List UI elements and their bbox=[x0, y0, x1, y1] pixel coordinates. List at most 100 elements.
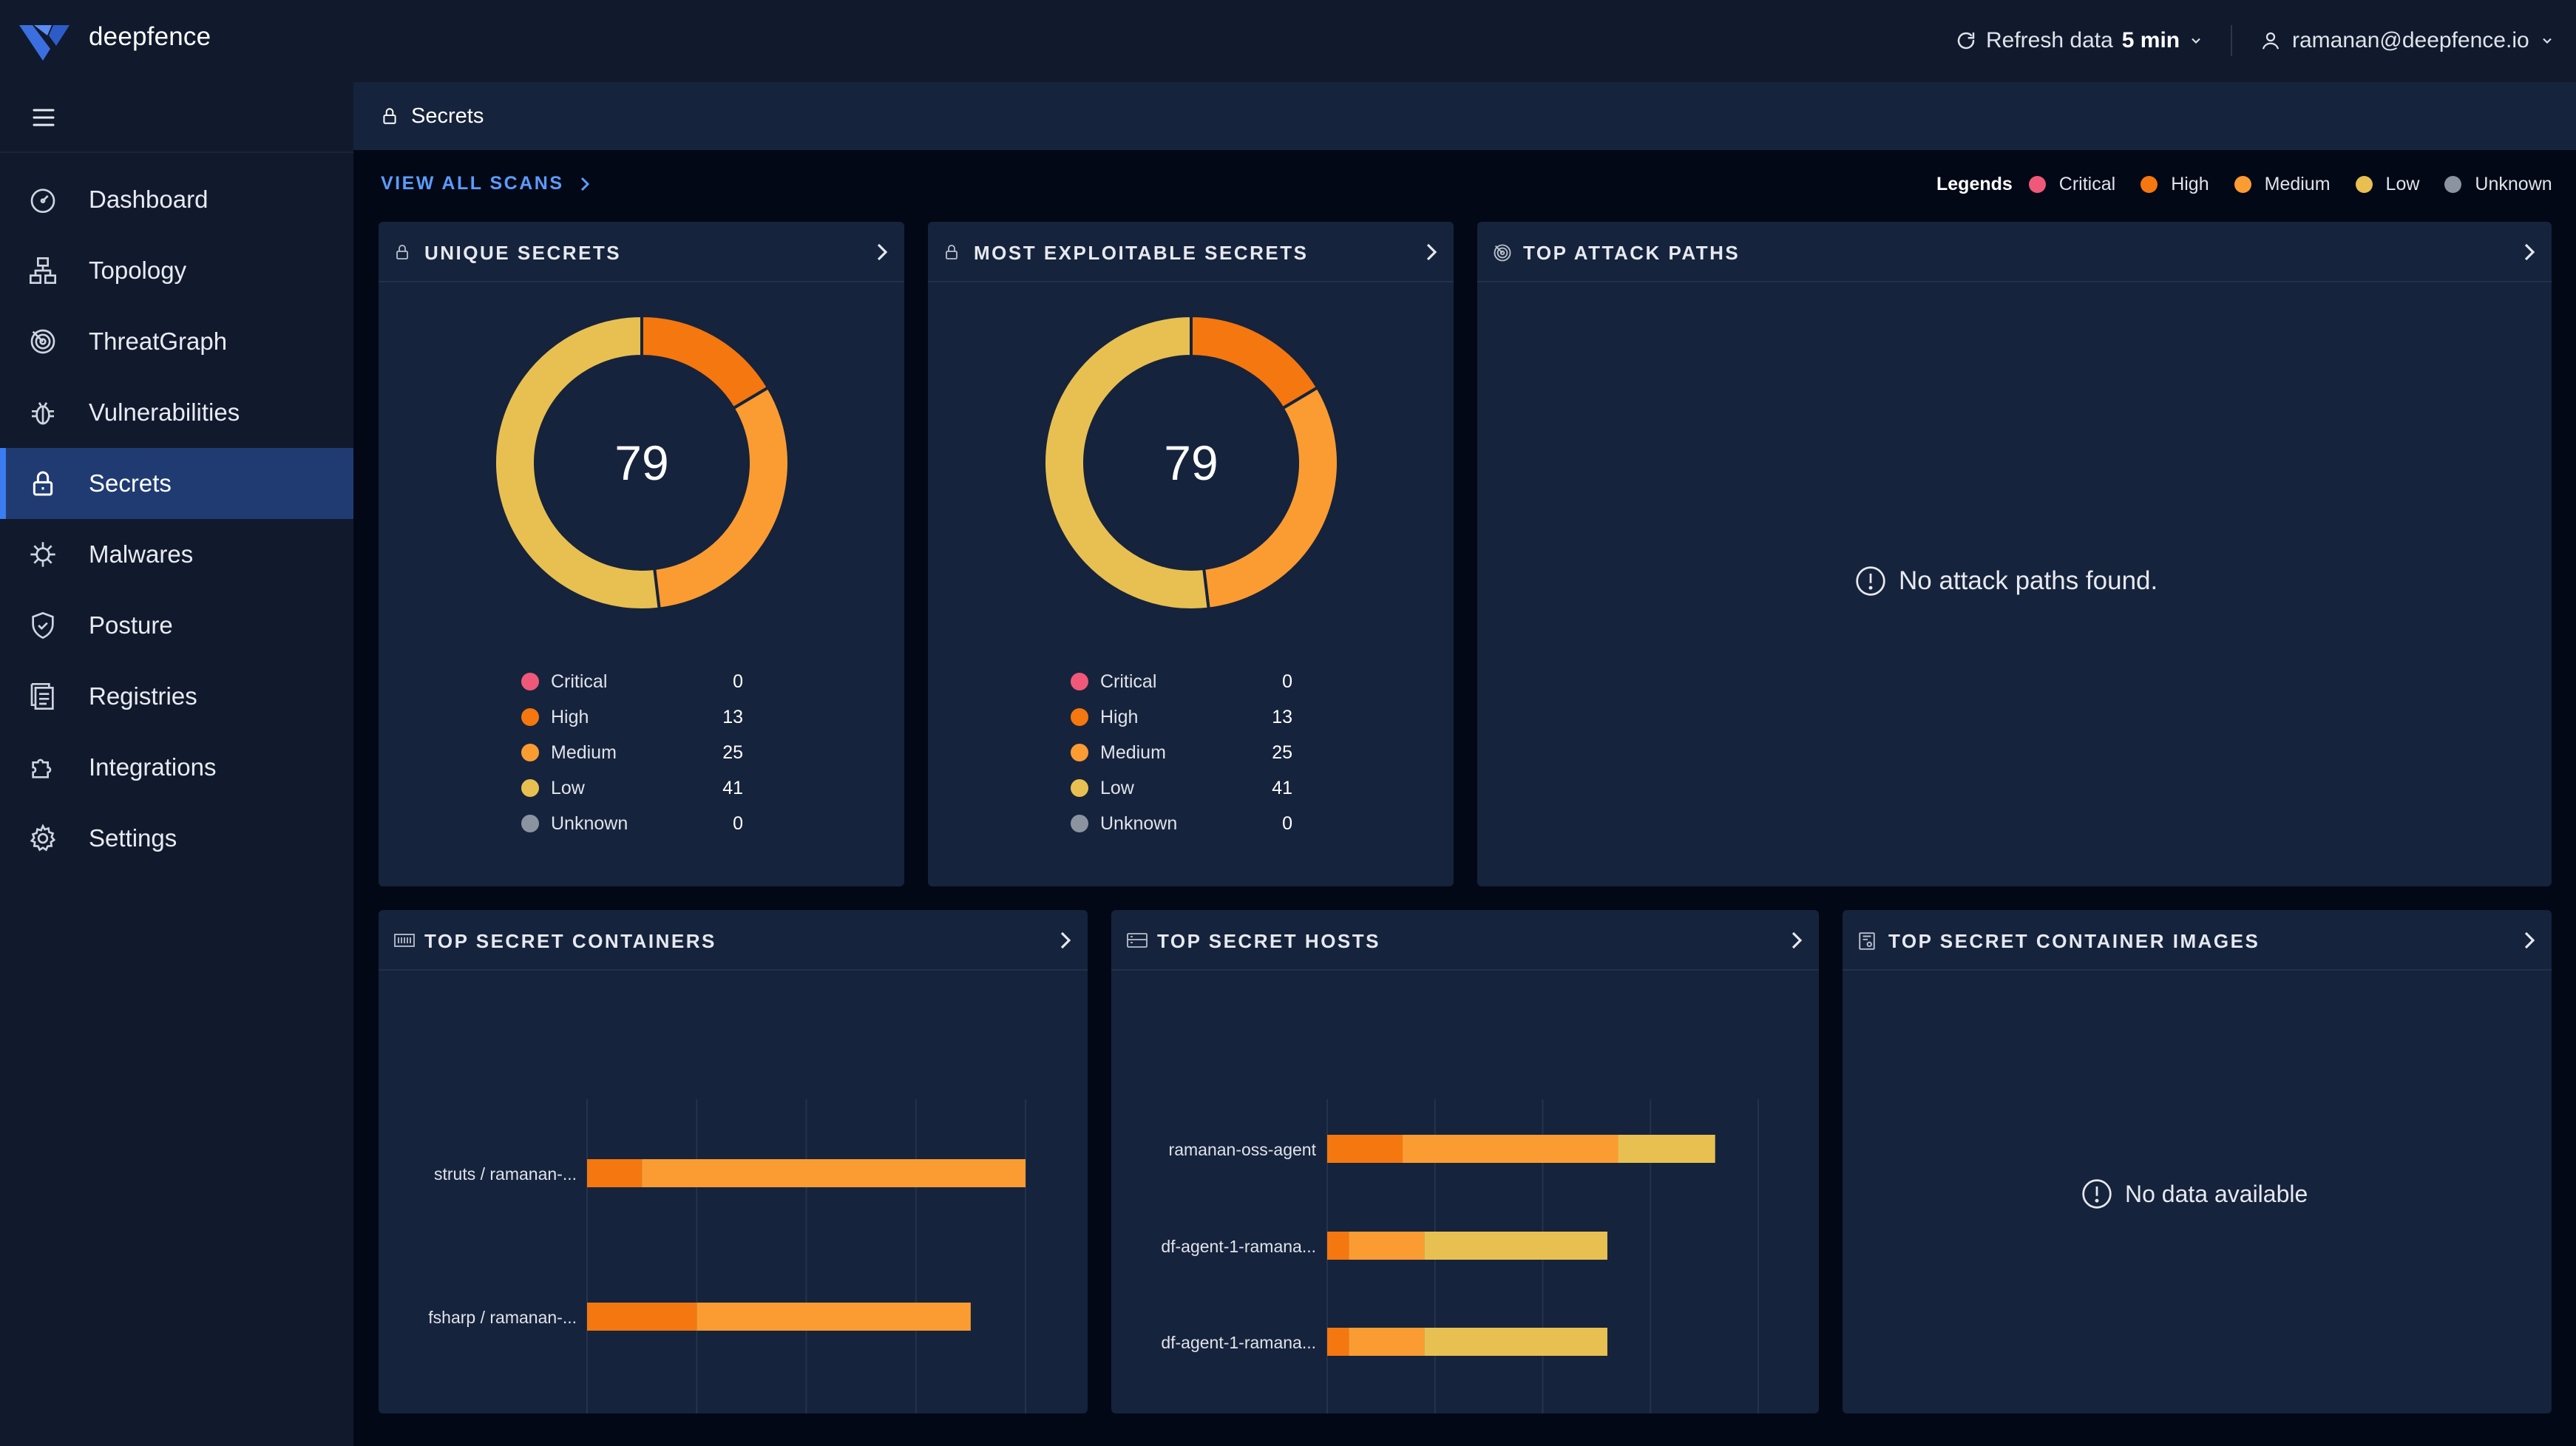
card-header[interactable]: TOP SECRET CONTAINER IMAGES bbox=[1843, 910, 2552, 971]
low-dot-icon bbox=[1071, 779, 1088, 797]
legend-row-low[interactable]: Low 41 bbox=[521, 770, 743, 806]
severity-name: Critical bbox=[1100, 671, 1157, 692]
bar-segment-medium[interactable] bbox=[1349, 1328, 1425, 1356]
user-menu[interactable]: ramanan@deepfence.io bbox=[2260, 22, 2555, 59]
bar-segment-high[interactable] bbox=[587, 1159, 643, 1187]
legend-label: Unknown bbox=[2475, 174, 2552, 194]
y-category-label: df-agent-1-ramana... bbox=[1161, 1333, 1316, 1352]
severity-name: High bbox=[551, 706, 589, 727]
sidebar-item-registries[interactable]: Registries bbox=[0, 661, 353, 732]
high-dot-icon bbox=[521, 708, 539, 726]
sidebar-item-secrets[interactable]: Secrets bbox=[0, 448, 353, 519]
chevron-right-icon[interactable] bbox=[2522, 929, 2537, 951]
bug-icon bbox=[32, 401, 54, 425]
chevron-down-icon bbox=[2542, 38, 2552, 44]
donut-slice-medium[interactable] bbox=[1201, 385, 1339, 611]
sidebar: Dashboard Topology ThreatGraph Vulnerabi… bbox=[0, 82, 353, 1446]
sidebar-item-topology[interactable]: Topology bbox=[0, 235, 353, 306]
sidebar-item-label: Vulnerabilities bbox=[89, 398, 240, 426]
legend-row-critical[interactable]: Critical 0 bbox=[1071, 664, 1292, 699]
y-category-label: ramanan-oss-agent bbox=[1169, 1140, 1317, 1159]
refresh-data-button[interactable]: Refresh data 5 min bbox=[1955, 22, 2203, 59]
donut-slice-low[interactable] bbox=[1043, 315, 1210, 611]
chevron-right-icon[interactable] bbox=[1424, 241, 1439, 263]
sidebar-item-integrations[interactable]: Integrations bbox=[0, 732, 353, 803]
donut-slice-medium[interactable] bbox=[652, 385, 790, 611]
sidebar-item-label: Posture bbox=[89, 611, 173, 639]
threatgraph-icon bbox=[1494, 244, 1511, 262]
bar-segment-medium[interactable] bbox=[696, 1303, 971, 1331]
bar-segment-high[interactable] bbox=[1327, 1232, 1349, 1260]
bar-segment-low[interactable] bbox=[1618, 1135, 1715, 1163]
card-header[interactable]: TOP ATTACK PATHS bbox=[1477, 222, 2552, 282]
threatgraph-icon bbox=[30, 329, 55, 354]
sidebar-item-malwares[interactable]: Malwares bbox=[0, 519, 353, 590]
sidebar-item-label: Malwares bbox=[89, 540, 194, 568]
most-exploitable-secrets-card: MOST EXPLOITABLE SECRETS 79 Critical 0 Hi… bbox=[928, 222, 1454, 886]
card-header[interactable]: MOST EXPLOITABLE SECRETS bbox=[928, 222, 1454, 282]
chevron-right-icon[interactable] bbox=[1789, 929, 1804, 951]
bar-segment-low[interactable] bbox=[1424, 1328, 1607, 1356]
legend-row-critical[interactable]: Critical 0 bbox=[521, 664, 743, 699]
severity-name: Low bbox=[551, 777, 585, 798]
severity-name: Critical bbox=[551, 671, 608, 692]
sidebar-item-posture[interactable]: Posture bbox=[0, 590, 353, 661]
card-header[interactable]: TOP SECRET HOSTS bbox=[1111, 910, 1819, 971]
view-all-scans-link[interactable]: VIEW ALL SCANS bbox=[381, 173, 591, 194]
bar-segment-medium[interactable] bbox=[1349, 1232, 1425, 1260]
sidebar-item-dashboard[interactable]: Dashboard bbox=[0, 164, 353, 235]
chevron-down-icon bbox=[2192, 38, 2200, 44]
info-icon bbox=[2082, 1179, 2112, 1209]
severity-name: Low bbox=[1100, 777, 1134, 798]
card-title: TOP SECRET HOSTS bbox=[1157, 930, 1380, 952]
severity-count: 0 bbox=[733, 671, 743, 692]
legend-row-unknown[interactable]: Unknown 0 bbox=[1071, 806, 1292, 841]
legend-row-high[interactable]: High 13 bbox=[521, 699, 743, 735]
legend-row-medium[interactable]: Medium 25 bbox=[1071, 735, 1292, 770]
top-secret-containers-card: TOP SECRET CONTAINERS 02468struts / rama… bbox=[379, 910, 1088, 1413]
malware-icon bbox=[30, 542, 55, 567]
severity-count: 13 bbox=[722, 706, 743, 727]
sidebar-item-settings[interactable]: Settings bbox=[0, 803, 353, 874]
bar-segment-high[interactable] bbox=[1327, 1328, 1349, 1356]
donut-slice-low[interactable] bbox=[494, 315, 661, 611]
bar-segment-high[interactable] bbox=[1327, 1135, 1403, 1163]
severity-donut-chart bbox=[1043, 315, 1339, 611]
refresh-icon bbox=[1957, 32, 1975, 50]
severity-name: Medium bbox=[551, 741, 617, 763]
sidebar-item-label: Settings bbox=[89, 824, 177, 852]
severity-count: 41 bbox=[722, 777, 743, 798]
card-header[interactable]: TOP SECRET CONTAINERS bbox=[379, 910, 1088, 971]
bar-segment-low[interactable] bbox=[1424, 1232, 1607, 1260]
low-dot-icon bbox=[2355, 176, 2373, 193]
severity-name: Unknown bbox=[551, 812, 628, 834]
severity-name: Medium bbox=[1100, 741, 1166, 763]
chevron-right-icon[interactable] bbox=[1058, 929, 1073, 951]
medium-dot-icon bbox=[1071, 744, 1088, 761]
brand-name: deepfence bbox=[89, 22, 211, 51]
bar-segment-high[interactable] bbox=[587, 1303, 697, 1331]
chevron-right-icon[interactable] bbox=[2522, 241, 2537, 263]
sidebar-toggle[interactable] bbox=[0, 82, 353, 153]
gear-icon bbox=[30, 824, 56, 852]
legend-row-medium[interactable]: Medium 25 bbox=[521, 735, 743, 770]
bar-segment-medium[interactable] bbox=[1403, 1135, 1619, 1163]
y-category-label: fsharp / ramanan-... bbox=[428, 1308, 577, 1327]
card-header[interactable]: UNIQUE SECRETS bbox=[379, 222, 904, 282]
legend-row-unknown[interactable]: Unknown 0 bbox=[521, 806, 743, 841]
deepfence-logo-icon[interactable] bbox=[18, 19, 71, 64]
puzzle-icon bbox=[32, 758, 52, 778]
chevron-right-icon[interactable] bbox=[875, 241, 889, 263]
sidebar-item-threatgraph[interactable]: ThreatGraph bbox=[0, 306, 353, 377]
critical-dot-icon bbox=[1071, 673, 1088, 690]
severity-count: 13 bbox=[1272, 706, 1292, 727]
legend-row-low[interactable]: Low 41 bbox=[1071, 770, 1292, 806]
legend-row-high[interactable]: High 13 bbox=[1071, 699, 1292, 735]
severity-count: 25 bbox=[722, 741, 743, 763]
legend-label: Medium bbox=[2264, 174, 2331, 194]
bar-segment-medium[interactable] bbox=[642, 1159, 1026, 1187]
sidebar-item-vulnerabilities[interactable]: Vulnerabilities bbox=[0, 377, 353, 448]
donut-legend: Critical 0 High 13 Medium 25 Low 41 Unknown 0 bbox=[521, 664, 743, 841]
severity-name: High bbox=[1100, 706, 1139, 727]
legend-item-critical: Critical bbox=[2028, 174, 2115, 195]
